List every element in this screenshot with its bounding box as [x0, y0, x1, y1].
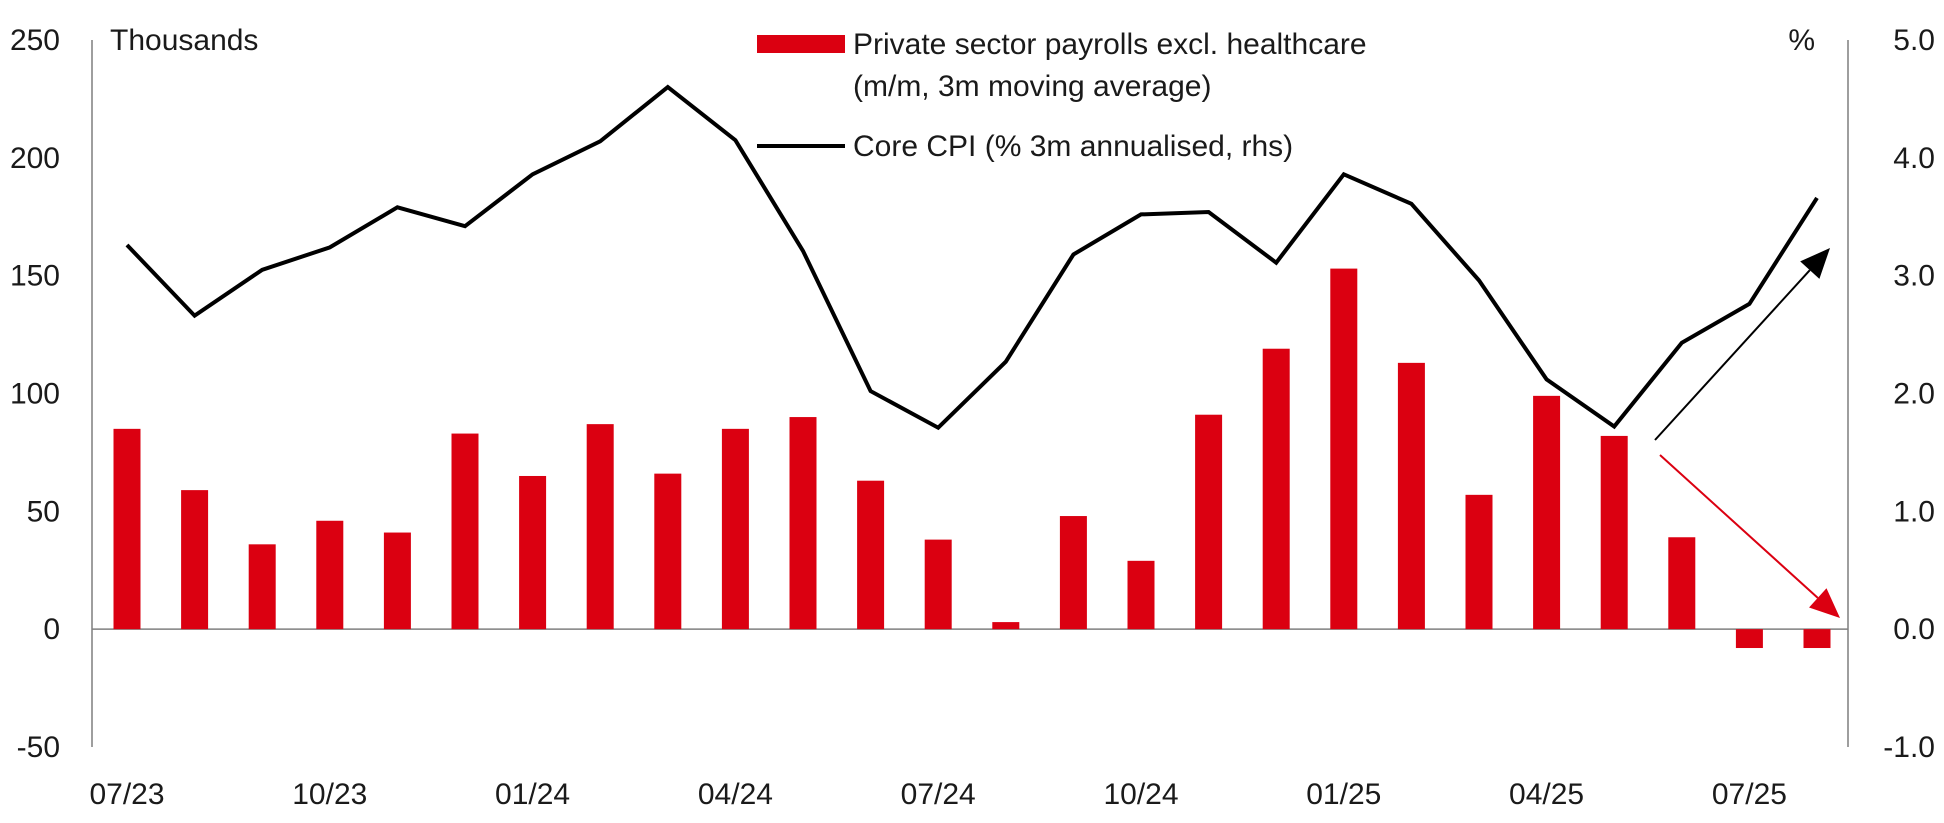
left-tick-label: 50 — [27, 495, 60, 528]
legend-bar-label-line2: (m/m, 3m moving average) — [853, 70, 1211, 103]
right-tick-label: 4.0 — [1893, 142, 1935, 175]
legend-bar-swatch — [757, 35, 845, 53]
legend-line-label: Core CPI (% 3m annualised, rhs) — [853, 130, 1293, 163]
left-tick-label: 200 — [10, 142, 60, 175]
bars-group — [113, 268, 1831, 649]
bar-07/23 — [113, 428, 141, 630]
bar-05/25 — [1600, 435, 1628, 630]
x-tick-label: 10/23 — [292, 778, 367, 811]
right-tick-label: -1.0 — [1883, 731, 1935, 764]
bar-07/25 — [1735, 629, 1763, 649]
left-tick-label: 100 — [10, 378, 60, 411]
right-axis-unit: % — [1788, 24, 1815, 57]
bar-06/25 — [1668, 537, 1696, 630]
x-tick-label: 01/24 — [495, 778, 570, 811]
bar-12/23 — [451, 433, 479, 630]
bar-08/25 — [1803, 629, 1831, 649]
bar-10/23 — [316, 520, 344, 630]
bar-01/24 — [519, 475, 547, 630]
x-tick-label: 04/25 — [1509, 778, 1584, 811]
bar-02/25 — [1397, 362, 1425, 630]
bar-11/23 — [383, 532, 411, 630]
bar-02/24 — [586, 424, 614, 630]
bar-05/24 — [789, 417, 817, 630]
bar-08/24 — [992, 622, 1020, 630]
right-tick-label: 5.0 — [1893, 24, 1935, 57]
right-tick-label: 0.0 — [1893, 613, 1935, 646]
red-down-arrow-shaft — [1659, 454, 1819, 599]
bar-07/24 — [924, 539, 952, 630]
left-tick-label: 250 — [10, 24, 60, 57]
bar-01/25 — [1330, 268, 1358, 630]
x-tick-label: 07/24 — [901, 778, 976, 811]
left-tick-label: -50 — [17, 731, 60, 764]
left-tick-label: 150 — [10, 260, 60, 293]
bar-04/25 — [1533, 395, 1561, 630]
red-down-arrow — [1659, 454, 1840, 618]
bar-09/24 — [1059, 516, 1087, 630]
annotations-group — [1654, 248, 1840, 618]
x-tick-label: 07/23 — [89, 778, 164, 811]
right-tick-label: 2.0 — [1893, 378, 1935, 411]
core-cpi-line — [125, 84, 1819, 431]
legend-bar-label: Private sector payrolls excl. healthcare — [853, 28, 1367, 61]
right-tick-label: 3.0 — [1893, 260, 1935, 293]
black-up-arrow-head — [1800, 248, 1830, 279]
bar-03/25 — [1465, 494, 1493, 630]
bar-09/23 — [248, 544, 276, 630]
red-down-arrow-head — [1809, 588, 1840, 618]
bar-10/24 — [1127, 560, 1155, 630]
left-axis-unit: Thousands — [110, 24, 258, 57]
right-tick-label: 1.0 — [1893, 495, 1935, 528]
bar-11/24 — [1195, 414, 1223, 630]
black-up-arrow — [1654, 248, 1830, 441]
line-group — [125, 84, 1819, 431]
legend-group: Private sector payrolls excl. healthcare… — [757, 28, 1367, 163]
x-tick-label: 01/25 — [1306, 778, 1381, 811]
left-tick-label: 0 — [43, 613, 60, 646]
bar-06/24 — [857, 480, 885, 630]
bar-08/23 — [181, 490, 209, 630]
x-tick-label: 07/25 — [1712, 778, 1787, 811]
bar-12/24 — [1262, 348, 1290, 630]
labels-group: 250 200 150 100 50 0 -50 5.0 4.0 3.0 2.0 1.0 0.0 -1.0… — [10, 24, 1935, 811]
bar-04/24 — [721, 428, 749, 630]
bar-03/24 — [654, 473, 682, 630]
x-tick-label: 10/24 — [1103, 778, 1178, 811]
x-tick-label: 04/24 — [698, 778, 773, 811]
black-up-arrow-shaft — [1654, 269, 1811, 441]
